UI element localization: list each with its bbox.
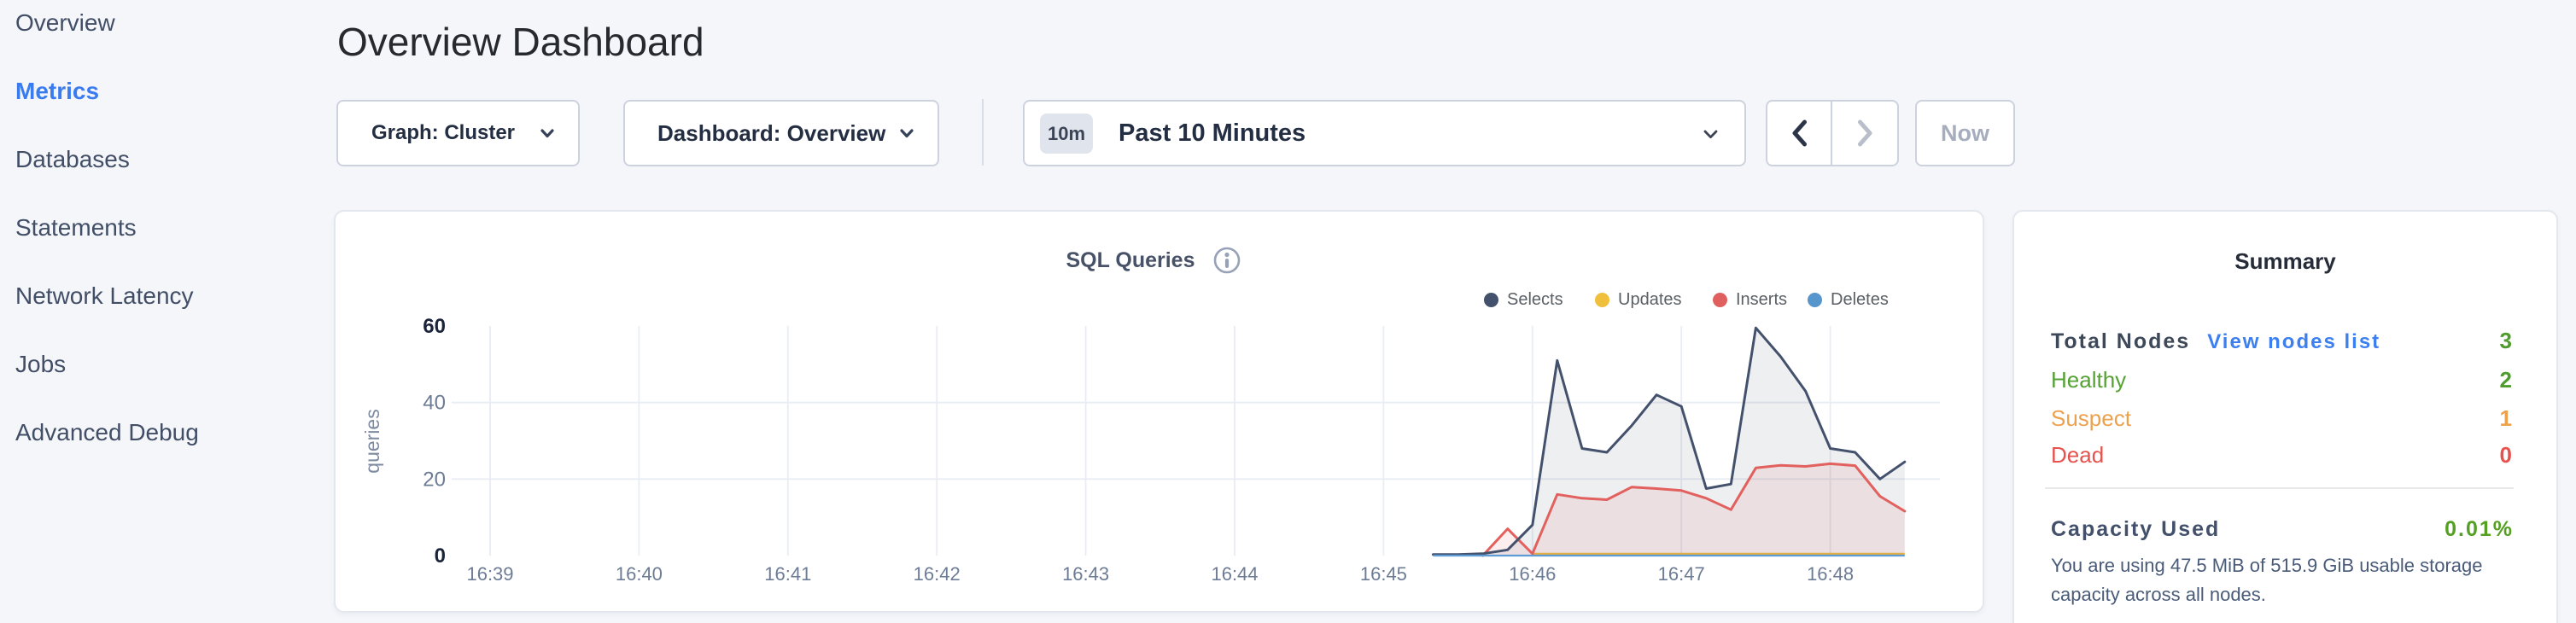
svg-text:0: 0 — [435, 544, 446, 568]
svg-text:queries: queries — [361, 409, 383, 473]
svg-text:16:41: 16:41 — [764, 563, 811, 585]
svg-text:16:44: 16:44 — [1211, 563, 1258, 585]
svg-text:16:47: 16:47 — [1658, 563, 1705, 585]
svg-text:16:43: 16:43 — [1062, 563, 1109, 585]
svg-text:16:39: 16:39 — [466, 563, 513, 585]
svg-text:20: 20 — [423, 468, 446, 491]
svg-text:40: 40 — [423, 392, 446, 415]
svg-text:16:45: 16:45 — [1360, 563, 1407, 585]
svg-text:16:48: 16:48 — [1807, 563, 1854, 585]
svg-text:16:46: 16:46 — [1509, 563, 1556, 585]
svg-text:16:40: 16:40 — [616, 563, 663, 585]
svg-text:16:42: 16:42 — [914, 563, 961, 585]
svg-text:60: 60 — [423, 315, 446, 338]
